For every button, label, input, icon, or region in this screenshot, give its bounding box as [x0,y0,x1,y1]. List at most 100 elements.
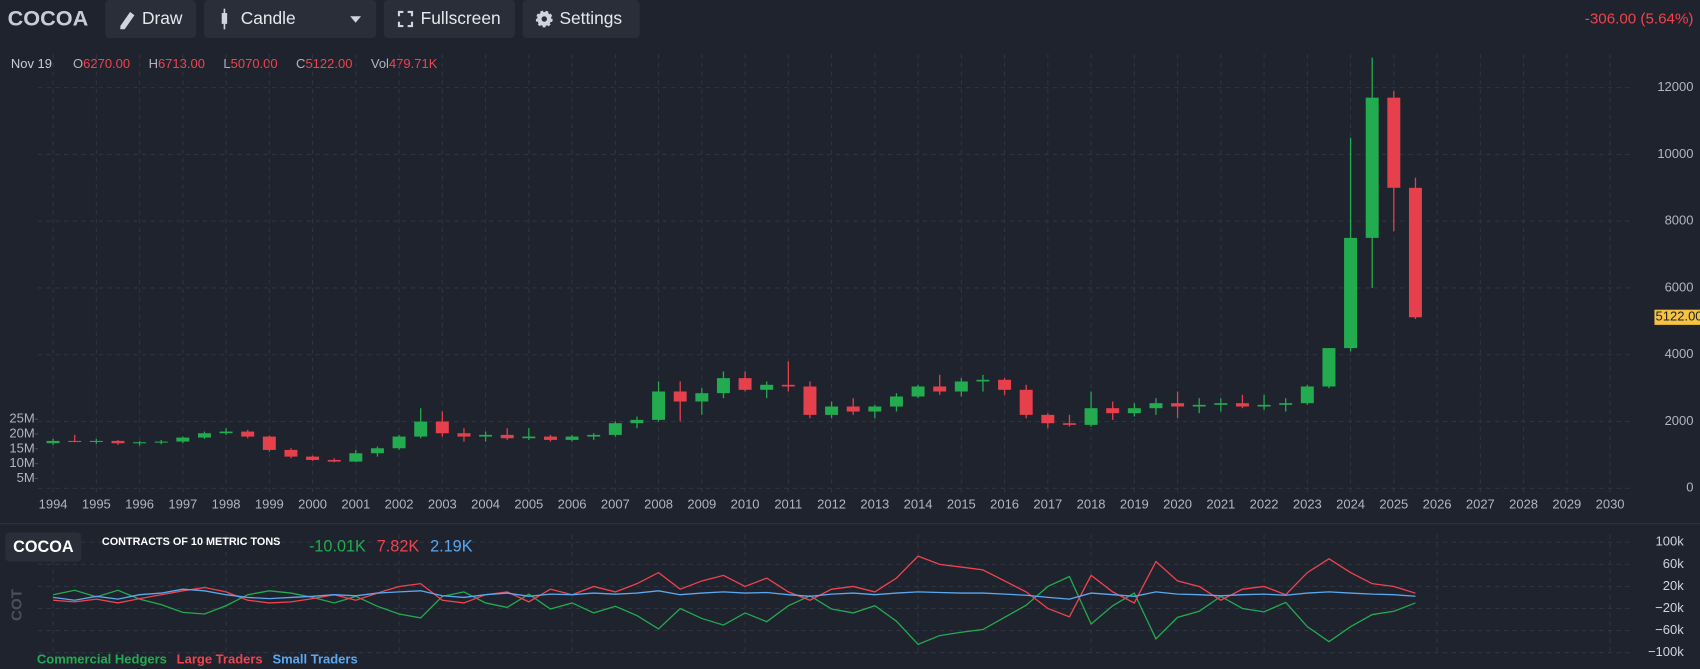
dropdown-arrow [350,16,362,23]
ohlc-value: 479.71K [389,57,438,72]
candle-body [46,440,60,444]
series-line [52,575,1416,646]
legend: Commercial Hedgers Large Traders Small Tra… [37,652,358,667]
ohlc-value: 5122.00 [305,57,352,72]
candle-body [219,431,233,434]
candle-body [825,406,839,415]
candle-body [1106,408,1120,414]
button-label[interactable]: Settings [559,8,622,28]
candle-body [695,393,709,402]
candle-body [608,423,622,435]
x-tick-label: 2007 [601,497,630,512]
legend-entry: Small Traders [272,652,357,667]
x-tick-label: 2009 [687,497,716,512]
x-tick-label: 2018 [1077,497,1106,512]
button-bg[interactable] [383,0,515,38]
price-change: -306.00 (5.64%) [1585,11,1694,28]
cot-tab-label[interactable]: COCOA [13,538,74,556]
toolbar-button[interactable]: Candle [203,0,377,38]
x-tick-label: 2020 [1163,497,1192,512]
candle-body [673,391,687,402]
x-tick-label: 2022 [1250,497,1279,512]
y-tick-label: −20k [1655,600,1684,615]
x-tick-label: 2028 [1509,497,1538,512]
candle-body [868,406,882,412]
candle-body [803,386,817,415]
candle-body [998,379,1012,390]
button-bg[interactable] [522,0,640,38]
candle-body [457,433,471,437]
x-tick-label: 2015 [947,497,976,512]
x-tick-label: 2030 [1596,497,1625,512]
x-tick-label: 2002 [385,497,414,512]
button-bg[interactable] [105,0,197,38]
candle-body [68,440,82,442]
ohlc-key: L [223,57,230,72]
candle-body [176,437,190,442]
candle-body [327,459,341,462]
candle-body [954,381,968,392]
x-tick-label: 2021 [1206,497,1235,512]
y-tick-label: 12000 [1657,79,1693,94]
price-chart: 1994 1995 1996 1997 1998 1999 2000 2001 2002 2003… [9,54,1700,512]
legend-entry: Large Traders [177,652,263,667]
candle-body [306,456,320,460]
y-tick-label: 2000 [1665,413,1694,428]
toolbar-button[interactable]: Settings [522,0,640,38]
candle-body [976,379,990,382]
candle-body [1041,414,1055,424]
button-label[interactable]: Fullscreen [421,8,501,28]
candle-body [760,384,774,390]
ohlc-key: H [149,57,158,72]
button-bg[interactable] [203,0,377,38]
symbol: COCOA [8,5,89,30]
icon-candle-body [221,13,228,24]
candle-body [846,406,860,412]
x-tick-label: 2024 [1336,497,1365,512]
candle-body [392,436,406,449]
ohlc-key: Vol [371,57,389,72]
x-tick-label: 1995 [82,497,111,512]
icon-draw [120,11,135,30]
candle-body [911,386,925,397]
candle-body [1257,404,1271,407]
toolbar: Draw Candle Fullscreen Settings [105,0,640,38]
button-label[interactable]: Draw [142,8,183,28]
candle-body [197,433,211,438]
x-tick-label: 1997 [168,497,197,512]
x-tick-label: 2011 [774,497,802,512]
y-axis-label: COT [8,588,25,621]
candle-body [1235,403,1249,407]
y-tick-label: 6000 [1665,279,1694,294]
y2-tick-label: 20M [9,425,34,440]
candle-body [1322,348,1336,387]
cot-readout: 7.82K [377,538,420,556]
icon-settings-hole [541,16,547,22]
cot-chart: 100k 60k 20k −20k −60k −100k COCOA CONTRACTS OF… [0,523,1700,667]
y-tick-label: −60k [1655,622,1684,637]
candle-body [652,391,666,420]
candle-body [1279,403,1293,405]
x-tick-label: 2012 [817,497,846,512]
cot-readout: 2.19K [430,538,473,556]
x-tick-label: 2003 [428,497,457,512]
y2-tick-label: 15M [9,440,34,455]
candle-body [1387,97,1401,188]
candle-body [1365,97,1379,238]
x-tick-label: 1998 [212,497,241,512]
button-label[interactable]: Candle [241,8,296,28]
x-tick-label: 2027 [1466,497,1495,512]
toolbar-button[interactable]: Draw [105,0,197,38]
x-tick-label: 2005 [514,497,543,512]
cot-tab[interactable] [5,532,82,562]
candle-body [1149,403,1163,409]
candle-body [1344,237,1358,349]
x-tick-label: 2017 [1033,497,1062,512]
ohlc-legend: Nov 19 O6270.00 H6713.00 L5070.00 C5122.00 V… [11,57,438,72]
candle-body [349,453,363,462]
candle-body [1192,404,1206,407]
candle-body [435,421,449,434]
x-tick-label: 2029 [1552,497,1581,512]
toolbar-button[interactable]: Fullscreen [383,0,515,38]
